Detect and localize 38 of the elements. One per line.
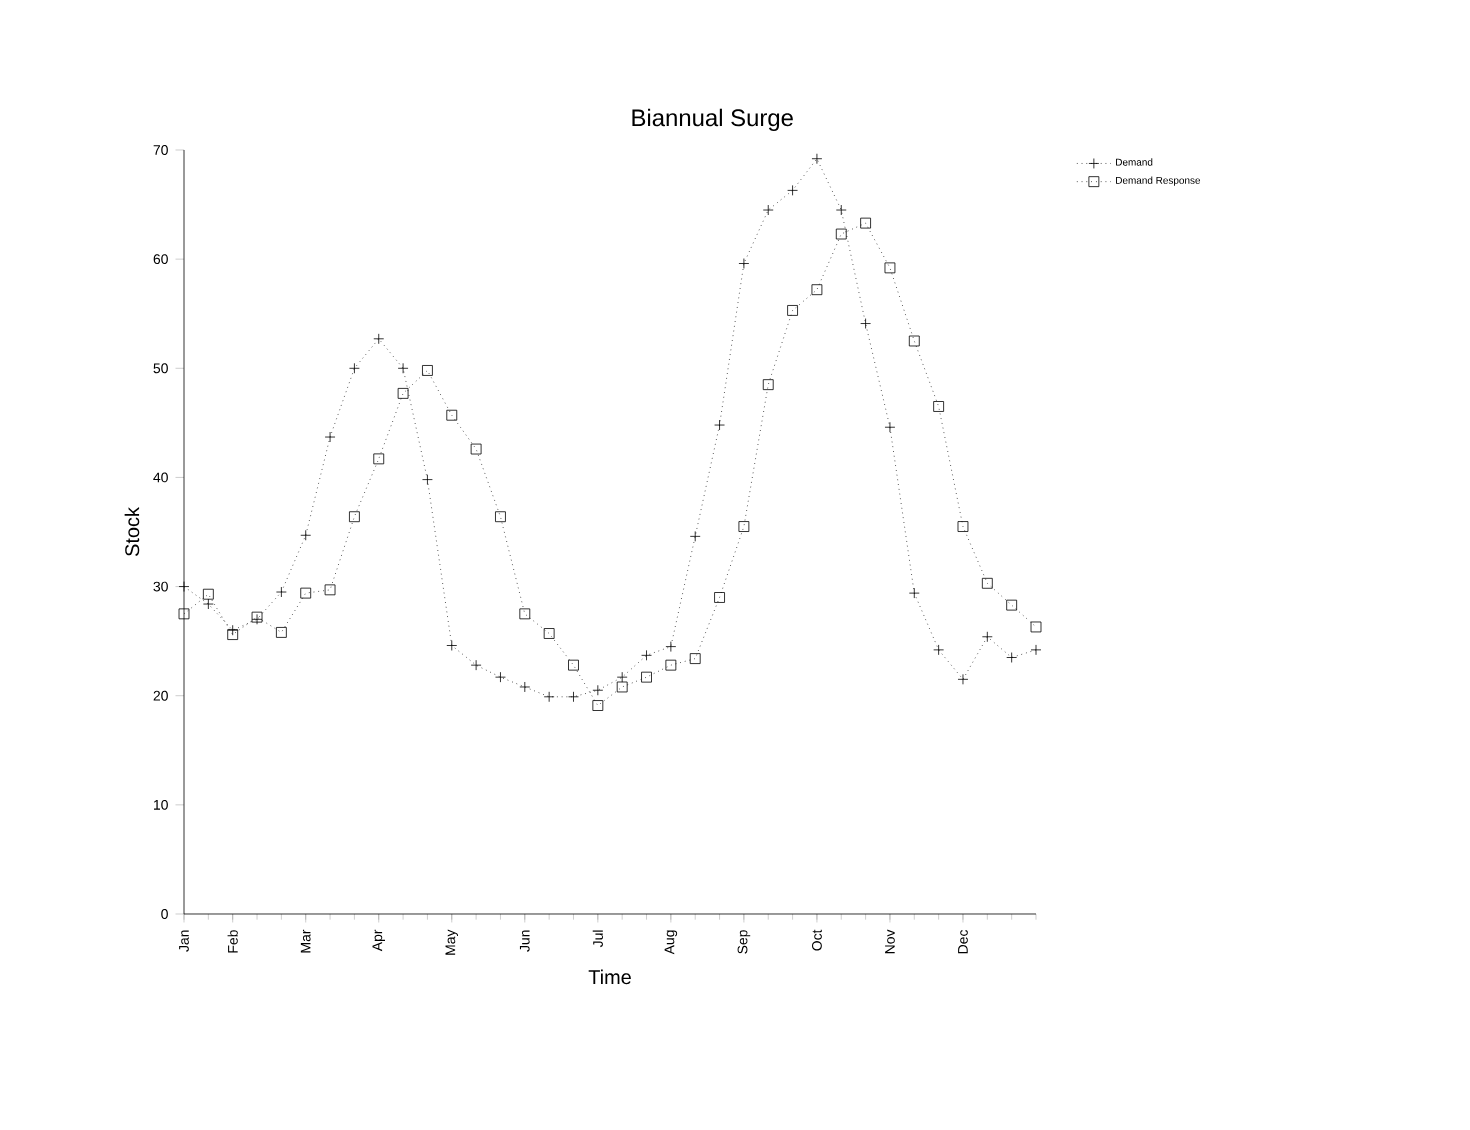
y-axis-title: Stock xyxy=(124,507,140,556)
point xyxy=(324,584,336,596)
point xyxy=(373,453,385,465)
point xyxy=(641,671,652,683)
point xyxy=(446,409,458,421)
point xyxy=(202,588,214,600)
point xyxy=(908,335,920,347)
point xyxy=(397,388,409,399)
point xyxy=(275,627,287,638)
point xyxy=(689,653,701,664)
point xyxy=(811,284,823,296)
point xyxy=(300,587,312,599)
point xyxy=(422,365,433,376)
point xyxy=(592,700,604,711)
point xyxy=(616,681,628,693)
point xyxy=(1030,621,1042,633)
point xyxy=(495,511,506,523)
x-axis-title: Time xyxy=(588,969,631,985)
point xyxy=(714,592,725,603)
point xyxy=(227,629,239,640)
point xyxy=(981,577,993,589)
point xyxy=(933,401,945,412)
point xyxy=(787,305,798,316)
point xyxy=(568,659,579,671)
point xyxy=(860,217,871,229)
point xyxy=(957,521,969,532)
point xyxy=(543,628,555,639)
point xyxy=(665,659,677,671)
point xyxy=(470,443,482,455)
point xyxy=(738,521,750,532)
point xyxy=(884,262,896,274)
point xyxy=(762,379,774,391)
chart-title: Biannual Surge xyxy=(632,108,793,131)
point xyxy=(835,228,847,240)
point xyxy=(1006,599,1018,611)
point xyxy=(519,608,531,620)
point xyxy=(178,608,190,620)
point xyxy=(349,511,360,523)
